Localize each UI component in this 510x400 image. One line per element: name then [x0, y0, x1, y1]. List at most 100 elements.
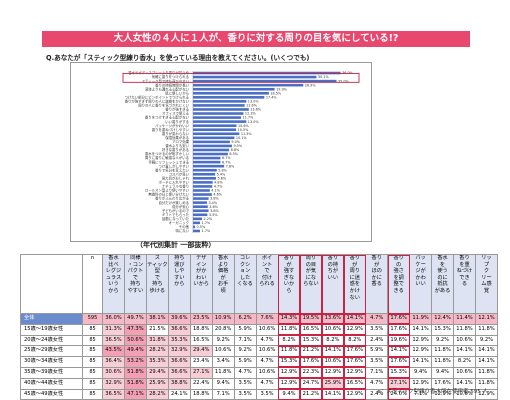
bar-value-label: 9.0% [231, 140, 240, 144]
bar-value-label: 10.6% [238, 124, 250, 128]
table-cell: 3.5% [255, 388, 279, 400]
table-cell: 22.4% [189, 377, 213, 390]
table-cell: 5.9% [365, 345, 389, 358]
column-header-line: がある [434, 287, 451, 294]
bar-category-label: ポーチに入れやすい [158, 180, 189, 185]
column-header-line: で [154, 274, 160, 281]
bar-value-label: 4.8% [214, 181, 223, 185]
bar-category-label: コスパが良い [169, 171, 190, 176]
table-cell: 9.2% [233, 345, 257, 358]
column-header-line: が [220, 274, 226, 281]
table-cell: 14.1% [409, 323, 433, 336]
bar-category-label: 成分が安心 [172, 204, 190, 209]
bar [193, 189, 210, 192]
bar-value-label: 12.3% [245, 112, 257, 116]
table-cell: 12.9% [409, 334, 433, 347]
table-cell: 28.2% [145, 345, 169, 358]
bar [193, 152, 228, 156]
bar [193, 132, 240, 136]
table-cell: 16.5% [299, 323, 323, 336]
table-cell: 4.7% [233, 366, 257, 379]
survey-question: Q.あなたが「スティック型練り香水」を使っている理由を教えてください。(いくつで… [46, 54, 310, 62]
bar-category-label: 香水よりも安い [165, 143, 189, 148]
table-cell: 17.6% [299, 356, 323, 368]
table-cell: 10.6% [321, 323, 345, 336]
bar-value-label: 17.4% [266, 95, 278, 99]
column-header: 香り を重 ねづけ できる [453, 254, 476, 314]
bar-category-label: 好きな香りがある [162, 147, 189, 152]
bar [193, 108, 249, 111]
column-header-line: レグジ [105, 268, 122, 275]
bar-value-label: 2.2% [204, 217, 213, 221]
table-cell: 21.2% [299, 345, 323, 358]
column-header-line: ない [349, 294, 360, 301]
column-header-line: 香り [349, 255, 360, 262]
column-header-line: お手 [217, 281, 229, 288]
table-cell: 6.2% [233, 313, 257, 325]
bar-value-label: 10.1% [236, 136, 248, 140]
row-label: 35歳〜39歳女性 [20, 366, 83, 379]
column-header-line: ・コン [127, 261, 144, 268]
bar-category-label: 香りが変わらない [162, 131, 190, 136]
column-header-line: が気 [305, 268, 317, 275]
bar [193, 217, 203, 221]
bar-value-label: 12.6% [246, 104, 258, 108]
table-cell: 27.1% [189, 366, 213, 379]
bar-category-label: 特にない [175, 228, 189, 233]
bar-category-label: 周りの人に香りを気づかれにくい [138, 103, 189, 108]
table-cell: 15.3% [277, 356, 301, 368]
column-header: 香りが強す ぎな いから [277, 254, 301, 314]
bar-category-label: 香りが強すぎる [165, 107, 189, 112]
table-cell: 11.4% [453, 313, 476, 325]
column-header-line: の [396, 261, 402, 268]
bar-category-label: いい香りがする [165, 119, 189, 124]
column-header-line: リッ [481, 255, 492, 262]
bar-category-label: 香りがふんわり広がる [155, 196, 189, 201]
bar-value-label: 4.1% [211, 189, 220, 193]
column-header-line: 香る [371, 281, 382, 288]
row-n: 85 [82, 334, 103, 347]
bar [193, 83, 304, 87]
bar-value-label: 5.4% [217, 172, 226, 176]
table-cell: 9.4% [211, 377, 235, 390]
bar-value-label: 13.0% [248, 100, 260, 104]
age-breakdown-table: n 香水 比べ レグジ ュラス いう から 同様 ・コン パクトで持ち やすいスティック型で持ち 歩け… [20, 254, 499, 400]
column-header: 同様 ・コン パクトで持ち やすい [123, 254, 147, 314]
bar [193, 79, 337, 83]
bar [193, 193, 212, 196]
bar [193, 120, 247, 123]
table-cell: 14.1% [474, 356, 499, 368]
column-header-line: 持ち [152, 281, 163, 288]
column-header: 香りがほの かに 香る [365, 254, 389, 314]
table-cell: 17.6% [387, 356, 411, 368]
column-header-line: ョン [239, 268, 251, 275]
column-header: コレ クシ ョン した くなる [233, 254, 257, 314]
bar-category-label: 自分だけが楽しめる [158, 200, 189, 205]
bar-value-label: 3.8% [210, 209, 219, 213]
column-header-line: 抵抗 [437, 281, 448, 288]
row-label: 20歳〜24歳女性 [20, 334, 83, 347]
column-header-line: ュラス [105, 274, 122, 281]
table-body: 全体 595 36.0% 49.7% 38.1% 39.6% 23.5% 10.9% 6.2% 7… [20, 313, 499, 400]
table-cell: 35.3% [145, 356, 169, 368]
bar [193, 213, 208, 217]
column-header-line: が [374, 261, 380, 268]
bar-value-label: 18.5% [270, 91, 282, 95]
column-header: 香り の持 ちが いい [321, 254, 345, 314]
bar-category-label: 見た目がおしゃれ [162, 175, 190, 180]
column-header: n [82, 254, 103, 314]
column-header-line: 香り [371, 255, 382, 262]
bar-category-label: つけ直しがしやすい [159, 163, 190, 168]
table-row: 15歳〜19歳女性 85 31.3% 47.3% 21.5% 36.6% 18.8% 20.8… [20, 323, 499, 336]
table-row: 30歳〜34歳女性 85 36.4% 53.2% 35.3% 36.6% 23.4% 3.4%… [20, 356, 499, 368]
bar-category-label: 香りの持続時間が長い [155, 82, 190, 87]
column-header-line: 周り [349, 268, 360, 275]
table-cell: 22.3% [299, 366, 323, 379]
table-cell: 36.6% [167, 366, 191, 379]
column-header-line: すい [174, 274, 185, 281]
table-cell: 10.9% [211, 313, 235, 325]
table-cell: 11.8% [431, 356, 454, 368]
column-header-line: 惑を [349, 281, 360, 288]
column-header-line: ント [261, 261, 273, 268]
column-header: 香水 より 価格がお手頃 [211, 254, 235, 314]
